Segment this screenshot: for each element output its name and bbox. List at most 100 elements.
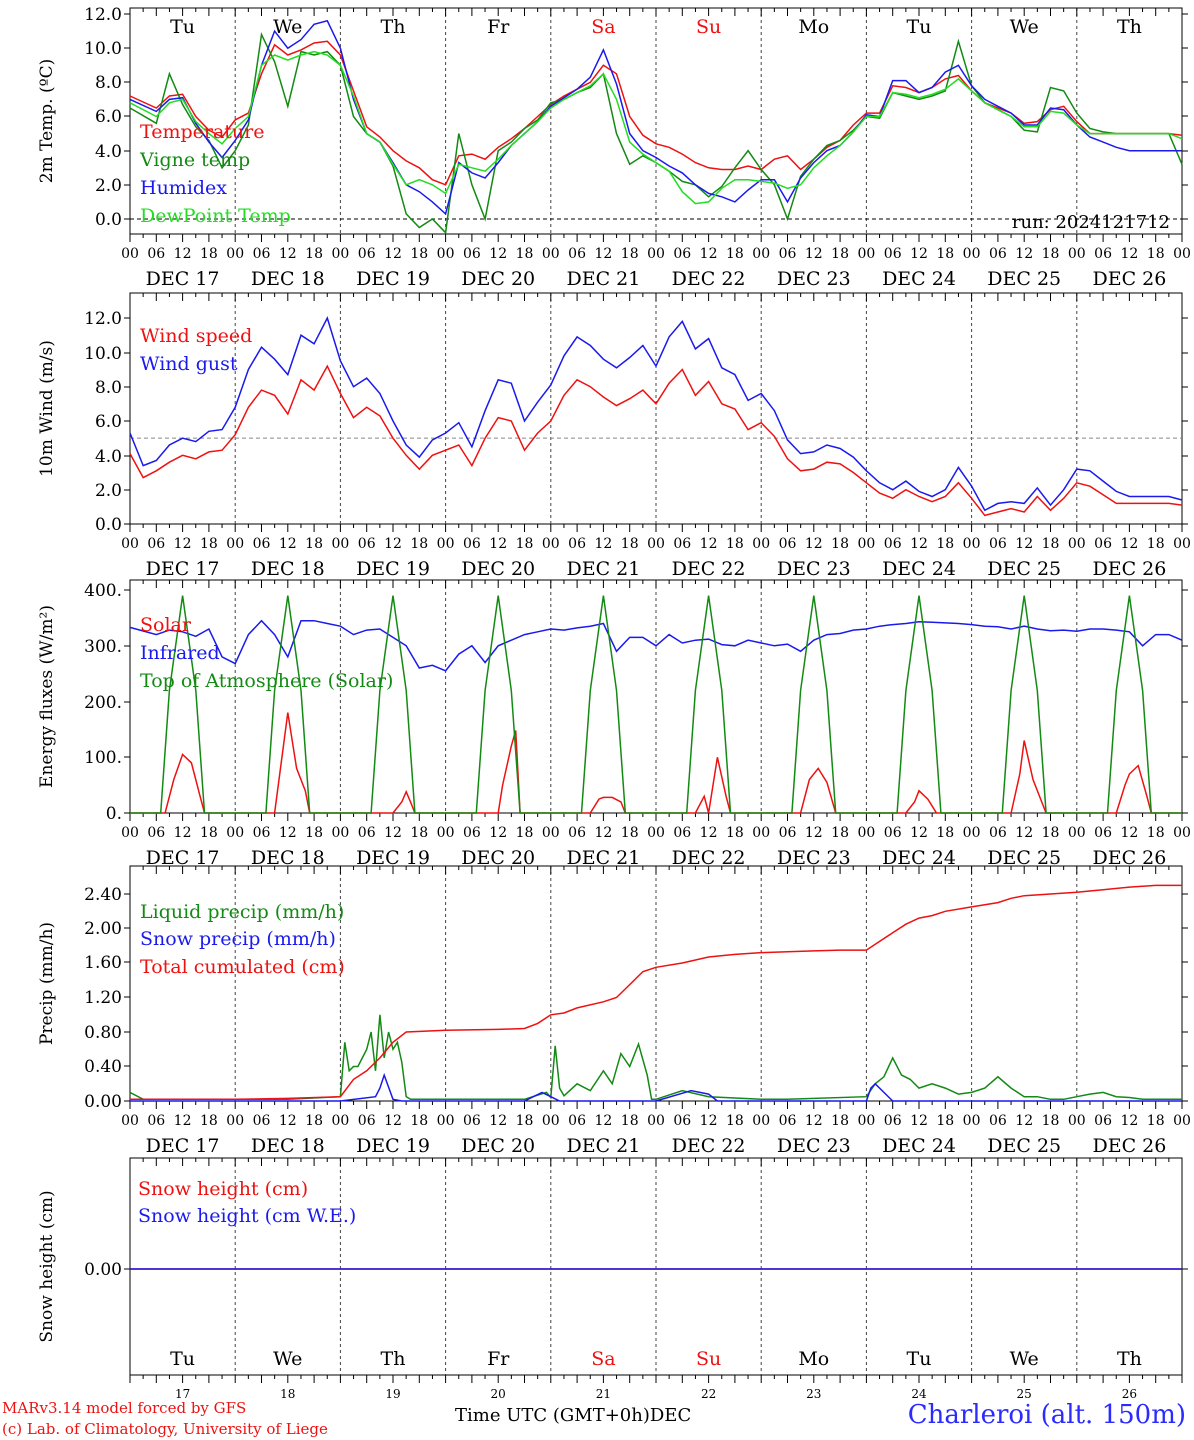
hour-tick-label: 18 <box>621 246 639 262</box>
hour-tick-label: 18 <box>936 246 954 262</box>
hour-tick-label: 00 <box>963 246 981 262</box>
hour-tick-label: 12 <box>384 1113 402 1129</box>
day-number: 25 <box>1017 1387 1032 1401</box>
date-label: DEC 24 <box>882 1135 956 1157</box>
legend-entry: Temperature <box>140 121 264 143</box>
hour-tick-label: 18 <box>200 1113 218 1129</box>
hour-tick-label: 12 <box>700 825 718 841</box>
day-number: 22 <box>701 1387 716 1401</box>
hour-tick-label: 00 <box>331 246 349 262</box>
model-label: MARv3.14 model forced by GFS <box>2 1399 247 1417</box>
y-tick-label: 10.0 <box>84 344 122 364</box>
hour-tick-label: 06 <box>463 536 481 552</box>
series-line-snow-precip-mm-h- <box>130 1072 1182 1102</box>
hour-tick-label: 12 <box>910 246 928 262</box>
hour-tick-label: 06 <box>673 1113 691 1129</box>
hour-tick-label: 12 <box>174 246 192 262</box>
hour-tick-label: 18 <box>516 1113 534 1129</box>
series-line-top-of-atmosphere-solar- <box>130 595 1182 814</box>
legend-entry: Top of Atmosphere (Solar) <box>140 670 393 692</box>
date-label: DEC 25 <box>987 1135 1061 1157</box>
hour-tick-label: 18 <box>305 825 323 841</box>
hour-tick-label: 12 <box>700 246 718 262</box>
y-tick-label: 400. <box>84 581 122 601</box>
hour-tick-label: 06 <box>358 536 376 552</box>
y-tick-label: 0.0 <box>95 515 122 535</box>
hour-tick-label: 00 <box>647 825 665 841</box>
y-tick-label: 4.0 <box>95 142 122 162</box>
hour-tick-label: 18 <box>1147 536 1165 552</box>
date-label: DEC 21 <box>566 1135 640 1157</box>
date-label: DEC 23 <box>777 847 851 869</box>
date-label: DEC 26 <box>1092 558 1166 580</box>
hour-tick-label: 00 <box>542 825 560 841</box>
hour-tick-label: 12 <box>594 536 612 552</box>
hour-tick-label: 18 <box>305 246 323 262</box>
legend-entry: DewPoint Temp <box>140 205 291 227</box>
day-number: 23 <box>806 1387 821 1401</box>
legend-entry: Snow height (cm) <box>138 1178 308 1200</box>
hour-tick-label: 12 <box>1120 1113 1138 1129</box>
date-label: DEC 24 <box>882 847 956 869</box>
hour-tick-label: 18 <box>831 1113 849 1129</box>
hour-tick-label: 00 <box>542 246 560 262</box>
hour-tick-label: 18 <box>410 1113 428 1129</box>
hour-tick-label: 06 <box>884 825 902 841</box>
hour-tick-label: 06 <box>884 246 902 262</box>
legend-entry: Infrared <box>140 642 220 664</box>
y-axis-label: 2m Temp. (ºC) <box>37 59 57 184</box>
hour-tick-label: 12 <box>1120 246 1138 262</box>
hour-tick-label: 06 <box>779 825 797 841</box>
date-label: DEC 22 <box>672 1135 746 1157</box>
series-line-dewpoint-temp <box>129 50 1183 205</box>
hour-tick-label: 12 <box>594 246 612 262</box>
hour-tick-label: 18 <box>1042 825 1060 841</box>
panel-5 <box>124 1157 1188 1383</box>
y-tick-label: 12.0 <box>84 309 122 329</box>
hour-tick-label: 18 <box>200 825 218 841</box>
hour-tick-label: 18 <box>726 246 744 262</box>
day-name-bottom: Mo <box>798 1348 829 1370</box>
hour-tick-label: 06 <box>989 1113 1007 1129</box>
hour-tick-label: 00 <box>121 246 139 262</box>
date-label: DEC 25 <box>987 847 1061 869</box>
hour-tick-label: 06 <box>147 536 165 552</box>
hour-tick-label: 06 <box>568 1113 586 1129</box>
y-tick-label: 1.20 <box>84 988 122 1008</box>
hour-tick-label: 12 <box>910 825 928 841</box>
legend-entry: Snow height (cm W.E.) <box>138 1205 356 1227</box>
y-tick-label: 0.00 <box>84 1260 122 1280</box>
hour-tick-label: 12 <box>805 536 823 552</box>
hour-tick-label: 18 <box>1147 1113 1165 1129</box>
hour-tick-label: 12 <box>1015 246 1033 262</box>
hour-tick-label: 06 <box>253 1113 271 1129</box>
y-tick-label: 300. <box>84 637 122 657</box>
y-tick-label: 0.00 <box>84 1092 122 1112</box>
hour-tick-label: 18 <box>1147 825 1165 841</box>
date-label: DEC 26 <box>1092 1135 1166 1157</box>
model-credit: MARv3.14 model forced by GFS (c) Lab. of… <box>2 1398 328 1440</box>
hour-tick-label: 00 <box>647 536 665 552</box>
date-label: DEC 24 <box>882 558 956 580</box>
date-label: DEC 20 <box>461 847 535 869</box>
date-label: DEC 20 <box>461 1135 535 1157</box>
hour-tick-label: 00 <box>226 825 244 841</box>
y-tick-label: 200. <box>84 693 122 713</box>
series-line-wind-speed <box>129 364 1183 517</box>
day-name-bottom: Tu <box>907 1348 932 1370</box>
hour-tick-label: 06 <box>253 536 271 552</box>
hour-tick-label: 00 <box>331 825 349 841</box>
hour-tick-label: 12 <box>1015 536 1033 552</box>
y-tick-label: 1.60 <box>84 953 122 973</box>
date-label: DEC 17 <box>146 1135 220 1157</box>
hour-tick-label: 12 <box>1015 1113 1033 1129</box>
day-number: 21 <box>596 1387 611 1401</box>
hour-tick-label: 06 <box>884 536 902 552</box>
date-label: DEC 21 <box>566 558 640 580</box>
hour-tick-label: 12 <box>910 1113 928 1129</box>
hour-tick-label: 00 <box>752 1113 770 1129</box>
legend-entry: Vigne temp <box>139 149 250 171</box>
hour-tick-label: 06 <box>253 825 271 841</box>
hour-tick-label: 00 <box>647 1113 665 1129</box>
